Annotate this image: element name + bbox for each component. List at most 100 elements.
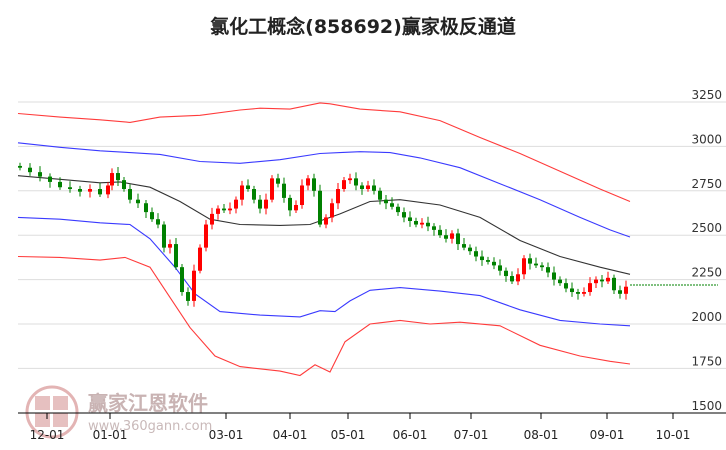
candle [600, 274, 604, 288]
candle [312, 173, 316, 197]
candlesticks [18, 162, 628, 307]
y-tick-label: 2250 [691, 266, 722, 280]
candle [78, 185, 82, 197]
candle [198, 244, 202, 274]
candle [58, 177, 62, 190]
x-tick-label: 01-01 [93, 428, 128, 442]
candle [504, 267, 508, 282]
x-axis: 12-01 01-01 03-01 04-01 05-01 06-01 07-01 08-01… [30, 413, 691, 442]
candle [498, 259, 502, 276]
candle [264, 193, 268, 215]
candle [594, 276, 598, 288]
candle [444, 229, 448, 243]
candle [162, 221, 166, 253]
x-tick-label: 04-01 [273, 428, 308, 442]
candle [480, 250, 484, 266]
y-tick-label: 2750 [691, 177, 722, 191]
candle [294, 200, 298, 213]
candle [396, 203, 400, 216]
watermark-url: www.360gann.com [88, 419, 212, 434]
gridlines [18, 101, 726, 369]
candle [18, 162, 22, 171]
candle [300, 179, 304, 209]
candle [116, 167, 120, 187]
candle [570, 282, 574, 297]
y-tick-label: 3250 [691, 88, 722, 102]
candle [282, 177, 286, 203]
candle [468, 244, 472, 255]
y-tick-label: 1750 [691, 354, 722, 368]
candle [68, 181, 72, 193]
candle [390, 197, 394, 210]
candle [354, 172, 358, 191]
x-tick-label: 05-01 [331, 428, 366, 442]
candle [240, 180, 244, 206]
candle [168, 239, 172, 254]
watermark-logo-icon [25, 385, 79, 439]
candle [270, 175, 274, 203]
x-tick-label: 09-01 [590, 428, 625, 442]
candle [342, 176, 346, 192]
candle [372, 179, 376, 195]
candle [136, 193, 140, 209]
candle [360, 182, 364, 195]
candle [588, 277, 592, 296]
candle [492, 257, 496, 270]
lower-inner-band [17, 216, 631, 327]
lower-outer-band [17, 255, 631, 377]
candle [624, 280, 628, 300]
candle [384, 195, 388, 210]
candle [318, 184, 322, 228]
candle [276, 173, 280, 188]
y-tick-label: 2000 [691, 310, 722, 324]
candle [378, 187, 382, 205]
candle [110, 168, 114, 191]
candle [192, 264, 196, 307]
candle [486, 256, 490, 265]
x-tick-label: 10-01 [656, 428, 691, 442]
candle [98, 182, 102, 198]
candle [564, 278, 568, 293]
candle [186, 287, 190, 306]
candle [150, 207, 154, 222]
candle [324, 214, 328, 229]
candle [558, 276, 562, 286]
candle [426, 216, 430, 232]
candle [402, 207, 406, 223]
candle [528, 253, 532, 270]
candle [618, 285, 622, 299]
candle [106, 182, 110, 199]
candle [414, 217, 418, 228]
x-tick-label: 07-01 [454, 428, 489, 442]
candle [510, 271, 514, 285]
candle [552, 266, 556, 286]
x-tick-label: 06-01 [393, 428, 428, 442]
candle [48, 173, 52, 188]
y-tick-label: 2500 [691, 221, 722, 235]
x-tick-label: 12-01 [30, 428, 65, 442]
candle [174, 238, 178, 270]
watermark-name: 赢家江恩软件 [88, 391, 208, 415]
candle [408, 211, 412, 227]
candle [156, 213, 160, 229]
candle [366, 180, 370, 192]
candle [438, 225, 442, 238]
candle [534, 257, 538, 269]
candle [450, 230, 454, 244]
candle [216, 205, 220, 220]
upper-outer-band [17, 102, 631, 203]
upper-inner-band [17, 142, 631, 238]
x-tick-label: 08-01 [524, 428, 559, 442]
chart-title: 氯化工概念(858692)赢家极反通道 [210, 16, 516, 38]
candle [474, 246, 478, 262]
candle [222, 203, 226, 213]
candle [348, 173, 352, 184]
band-lines [17, 102, 631, 377]
y-axis: 3250 3000 2750 2500 2250 2000 1750 1500 [691, 88, 722, 413]
candle [516, 268, 520, 286]
candle [88, 184, 92, 198]
candle [234, 196, 238, 214]
candle [522, 255, 526, 280]
candle [462, 238, 466, 251]
